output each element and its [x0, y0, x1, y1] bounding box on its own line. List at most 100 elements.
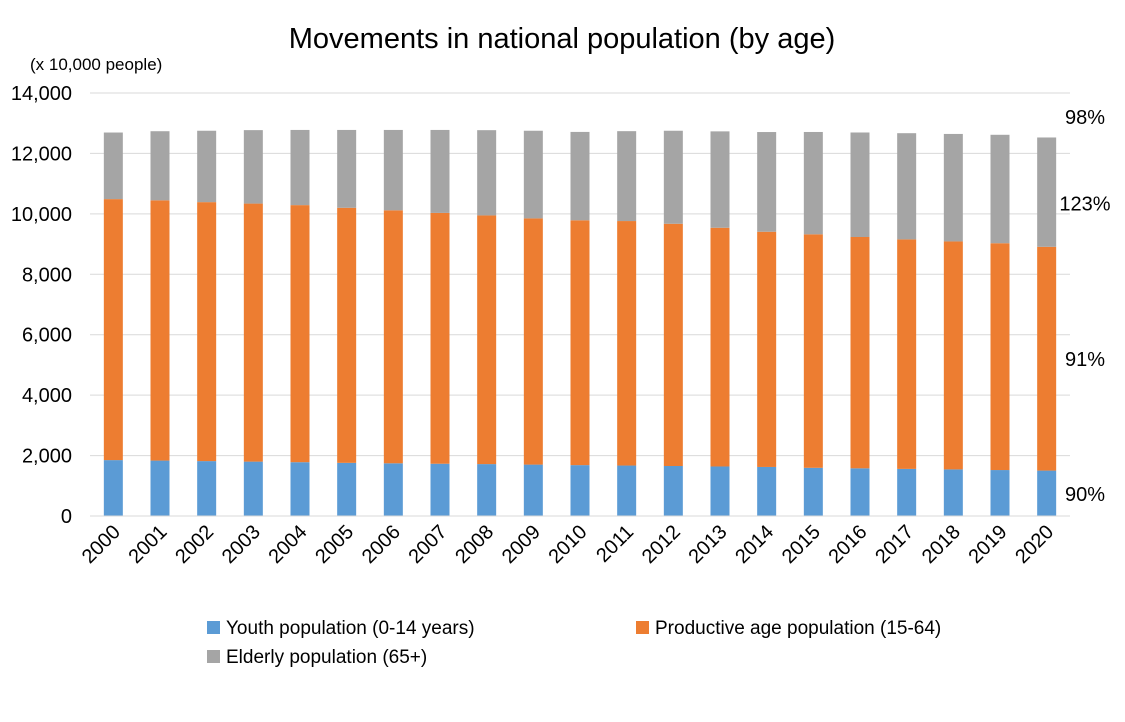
x-tick-label: 2014 [731, 521, 778, 568]
bar-segment [243, 203, 263, 462]
bar-segment [243, 461, 263, 516]
bar-segment [663, 223, 683, 466]
bar-segment [617, 465, 637, 516]
bar-segment [430, 212, 450, 464]
bar-segment [523, 130, 543, 219]
bar-segment [150, 131, 170, 201]
x-tick-label: 2006 [358, 521, 405, 568]
bar-segment [990, 243, 1010, 471]
x-tick-label: 2007 [405, 521, 452, 568]
bar-segment [430, 129, 450, 213]
x-tick-label: 2020 [1011, 521, 1058, 568]
bar-segment [663, 465, 683, 516]
bar-segment [150, 460, 170, 516]
bar-segment [290, 129, 310, 206]
bar-segment [757, 466, 777, 516]
bar-segment [477, 464, 497, 516]
bar-segment [757, 132, 777, 232]
bar-segment [897, 239, 917, 469]
bar-segment [570, 131, 590, 221]
legend-label: Youth population (0-14 years) [226, 618, 475, 639]
bar-segment [943, 133, 963, 242]
y-tick-label: 14,000 [11, 83, 72, 105]
bar-segment [430, 463, 450, 516]
percent-annotation: 90% [1065, 484, 1105, 506]
bar-segment [103, 132, 123, 200]
bar-segment [943, 469, 963, 516]
x-tick-label: 2003 [218, 521, 265, 568]
bar-segment [897, 133, 917, 240]
y-axis-ticks: 0 2,000 4,000 6,000 8,000 10,000 12,000 14,000 [11, 83, 72, 528]
bar-segment [290, 205, 310, 463]
y-tick-label: 0 [61, 506, 72, 528]
bar-segment [523, 218, 543, 465]
legend-swatch [207, 650, 220, 663]
bar-segment [103, 199, 123, 461]
x-tick-label: 2004 [265, 521, 312, 568]
y-tick-label: 2,000 [22, 446, 72, 468]
bar-segment [850, 132, 870, 238]
bar-segment [617, 221, 637, 466]
bar-segment [290, 462, 310, 516]
bar-segment [1037, 137, 1057, 247]
y-tick-label: 8,000 [22, 264, 72, 286]
bar-segment [383, 129, 403, 211]
bar-segment [150, 200, 170, 461]
x-tick-label: 2008 [451, 521, 498, 568]
y-tick-label: 10,000 [11, 204, 72, 226]
bar-segment [337, 129, 357, 208]
bar-segment [803, 234, 823, 468]
bar-segment [803, 131, 823, 235]
chart-title: Movements in national population (by age… [289, 23, 836, 55]
bar-segment [383, 210, 403, 464]
bar-segment [477, 215, 497, 465]
legend-swatch [207, 621, 220, 634]
bar-segment [570, 465, 590, 516]
percent-annotation: 98% [1065, 107, 1105, 129]
unit-label: (x 10,000 people) [30, 55, 162, 74]
percent-annotation: 91% [1065, 349, 1105, 371]
bar-segment [710, 131, 730, 228]
bar-segment [383, 463, 403, 516]
bar-segment [197, 202, 217, 462]
bar-segment [663, 130, 683, 224]
x-tick-label: 2016 [825, 521, 872, 568]
bar-segment [570, 220, 590, 466]
x-tick-label: 2010 [545, 521, 592, 568]
y-tick-label: 12,000 [11, 143, 72, 165]
y-tick-label: 6,000 [22, 325, 72, 347]
legend-label: Elderly population (65+) [226, 647, 427, 668]
bar-segment [337, 462, 357, 516]
x-tick-label: 2009 [498, 521, 545, 568]
bar-segment [197, 461, 217, 516]
bar-segment [850, 237, 870, 469]
x-tick-label: 2012 [638, 521, 685, 568]
y-tick-label: 4,000 [22, 385, 72, 407]
x-tick-label: 2017 [871, 521, 918, 568]
percent-annotation: 123% [1059, 193, 1110, 215]
x-tick-label: 2013 [685, 521, 732, 568]
x-tick-label: 2002 [171, 521, 218, 568]
legend: Youth population (0-14 years) Productive … [207, 618, 941, 668]
bar-segment [803, 467, 823, 516]
x-tick-label: 2018 [918, 521, 965, 568]
x-axis-ticks: 2000 2001 2002 2003 2004 2005 2006 2007 2008 2009… [78, 521, 1058, 568]
bar-segment [1037, 246, 1057, 471]
bar-segment [710, 466, 730, 516]
bar-segment [197, 130, 217, 203]
bar-segment [710, 227, 730, 467]
bar-segment [103, 460, 123, 516]
bar-segment [850, 468, 870, 516]
bar-segment [990, 470, 1010, 516]
bar-segment [477, 130, 497, 216]
bar-segment [1037, 470, 1057, 516]
annotations: 98% 123% 91% 90% [1059, 107, 1110, 506]
x-tick-label: 2011 [592, 521, 638, 567]
bar-segment [757, 231, 777, 467]
bar-segment [617, 131, 637, 222]
legend-swatch [636, 621, 649, 634]
x-tick-label: 2019 [965, 521, 1012, 568]
x-tick-label: 2000 [78, 521, 125, 568]
